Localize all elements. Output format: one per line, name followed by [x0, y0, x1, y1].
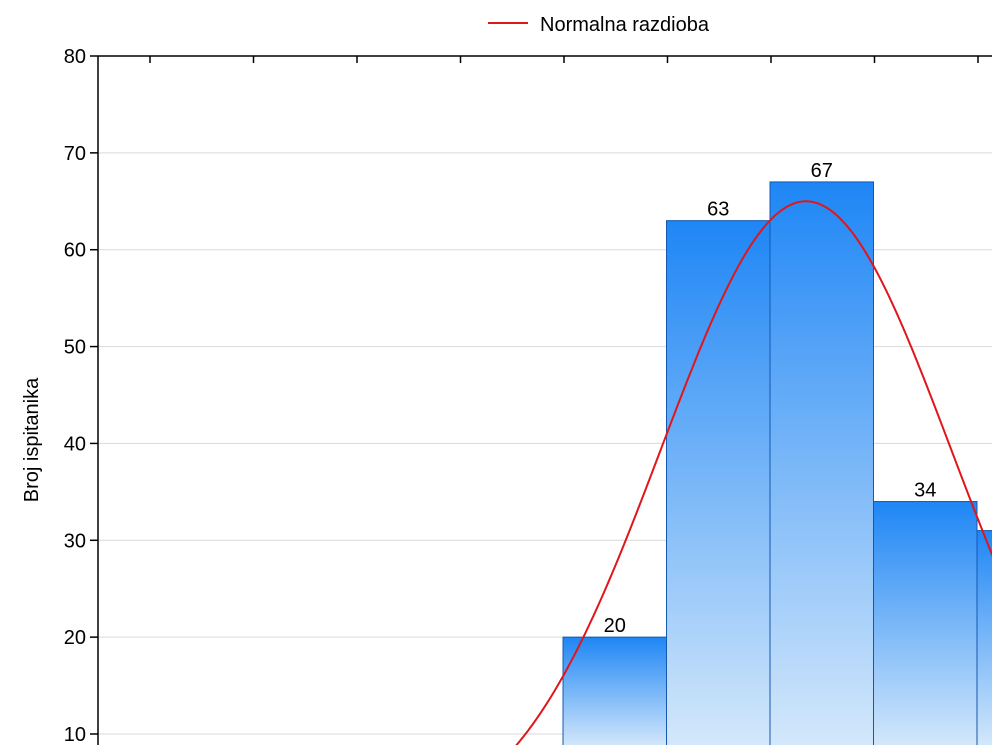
y-tick-label: 60 [64, 240, 86, 262]
axes [97, 55, 992, 745]
y-tick-label: 50 [64, 337, 86, 359]
bars [562, 181, 992, 745]
y-tick-label: 80 [64, 46, 86, 68]
y-tick-label: 20 [64, 627, 86, 649]
y-tick-label: 30 [64, 530, 86, 552]
legend-entry-normal-distribution: Normalna razdioba [540, 14, 710, 36]
grid-lines [98, 152, 992, 735]
y-tick-label: 40 [64, 433, 86, 455]
histogram-bar [976, 530, 992, 745]
histogram-bar [562, 636, 667, 745]
y-tick-label: 10 [64, 724, 86, 745]
histogram-bar [769, 181, 874, 745]
normal-curve [515, 200, 992, 745]
bar-value-label: 34 [914, 480, 936, 502]
y-tick-label: 70 [64, 143, 86, 165]
histogram-bar [873, 501, 978, 745]
data-labels: 20 63 67 34 [604, 160, 937, 637]
y-tick-labels: 10 20 30 40 50 60 70 80 [64, 46, 98, 745]
normal-distribution-curve [515, 200, 992, 745]
y-axis-title: Broj ispitanika [21, 377, 43, 502]
bar-value-label: 20 [604, 615, 626, 637]
bar-value-label: 63 [707, 199, 729, 221]
legend: Normalna razdioba [488, 14, 710, 36]
histogram-bar [666, 220, 771, 745]
top-ticks [149, 56, 979, 63]
bar-value-label: 67 [811, 160, 833, 182]
